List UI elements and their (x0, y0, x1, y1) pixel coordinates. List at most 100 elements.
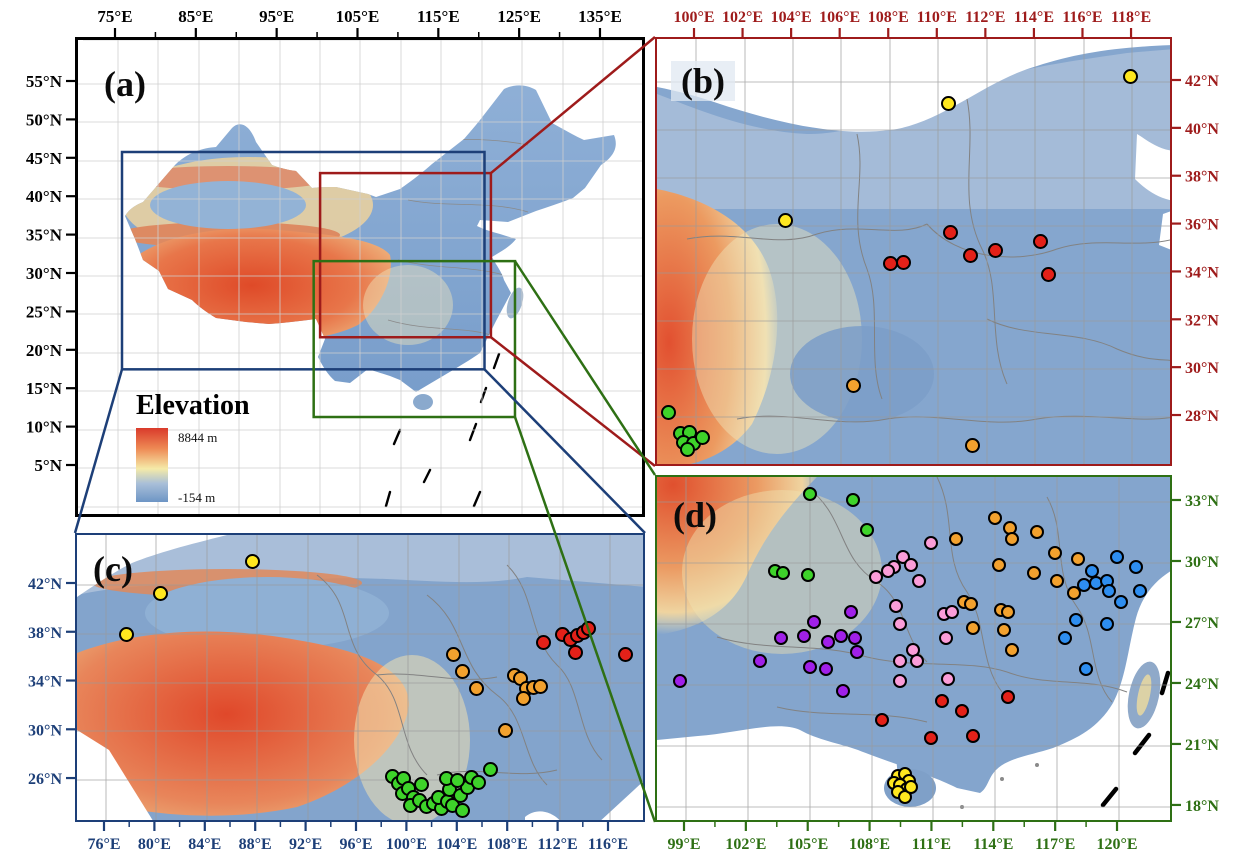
sample-point-orange (949, 531, 964, 546)
sample-point-purple (753, 653, 768, 668)
axis-tick-label: 40°N (26, 187, 63, 206)
sample-point-orange (1004, 531, 1019, 546)
sample-point-green (482, 761, 498, 777)
axis-tick-label: 100°E (673, 9, 714, 26)
axis-tick-label: 111°E (912, 836, 951, 853)
axis-tick-label: 28°N (1185, 408, 1219, 425)
sample-point-green (413, 777, 429, 793)
sample-point-red (943, 225, 959, 241)
sample-point-yellow (1123, 68, 1139, 84)
axis-tick-label: 36°N (1185, 217, 1219, 234)
axis-tick-label: 104°E (771, 9, 812, 26)
sample-point-purple (850, 645, 865, 660)
sample-point-green (455, 803, 471, 818)
nine-dash-line-segments (1100, 670, 1170, 808)
sample-point-pink (938, 631, 953, 646)
axis-tick-label: 30°N (26, 264, 63, 283)
panel-b-graticule (657, 39, 1170, 464)
sample-point-pink (889, 598, 904, 613)
sample-point-purple (848, 631, 863, 646)
sample-point-blue (1132, 584, 1147, 599)
axis-tick-label: 24°N (1185, 676, 1219, 693)
axis-tick-label: 25°N (26, 302, 63, 321)
sample-point-purple (819, 661, 834, 676)
sample-point-blue (1058, 631, 1073, 646)
sample-point-orange (965, 621, 980, 636)
sample-point-pink (944, 604, 959, 619)
sample-point-red (934, 694, 949, 709)
axis-tick-label: 95°E (259, 7, 294, 26)
axis-tick-label: 120°E (1096, 836, 1137, 853)
axis-tick-label: 34°N (1185, 264, 1219, 281)
sample-point-red (568, 644, 584, 660)
sample-point-red (535, 634, 551, 650)
axis-tick-label: 45°N (26, 149, 63, 168)
sample-point-purple (796, 629, 811, 644)
legend-max-label: 8844 m (178, 430, 218, 445)
axis-tick-label: 125°E (497, 7, 541, 26)
axis-tick-label: 34°N (28, 674, 62, 691)
sample-point-green (660, 404, 676, 420)
sample-point-green (775, 566, 790, 581)
sample-point-red (1040, 267, 1056, 283)
sample-point-blue (1099, 616, 1114, 631)
panel-b-label: (b) (671, 61, 735, 101)
sample-point-orange (446, 646, 462, 662)
axis-tick-label: 26°N (28, 771, 62, 788)
sample-point-orange (515, 690, 531, 706)
axis-tick-label: 35°N (26, 226, 63, 245)
sample-point-pink (893, 653, 908, 668)
axis-tick-label: 21°N (1185, 737, 1219, 754)
axis-tick-label: 102°E (725, 836, 766, 853)
axis-tick-label: 18°N (1185, 798, 1219, 815)
legend-min-label: -154 m (178, 490, 216, 505)
sample-point-purple (833, 629, 848, 644)
axis-tick-label: 30°N (28, 722, 62, 739)
sample-point-pink (881, 564, 896, 579)
sample-point-orange (1000, 604, 1015, 619)
sample-point-pink (868, 570, 883, 585)
elevation-colorbar (136, 428, 168, 502)
sample-point-orange (988, 511, 1003, 526)
sample-point-blue (1068, 612, 1083, 627)
axis-tick-label: 30°N (1185, 554, 1219, 571)
sample-point-yellow (941, 96, 956, 112)
axis-tick-label: 108°E (487, 836, 528, 853)
sample-point-orange (1029, 525, 1044, 540)
panel-b-province-borders (686, 98, 1170, 423)
sample-point-purple (835, 684, 850, 699)
panel-d-south-inset-map: (d) (655, 475, 1172, 822)
sample-point-pink (903, 558, 918, 573)
axis-tick-label: 116°E (1062, 9, 1102, 26)
axis-tick-label: 88°E (239, 836, 272, 853)
axis-tick-label: 38°N (1185, 169, 1219, 186)
sample-point-blue (1128, 560, 1143, 575)
sample-point-red (874, 712, 889, 727)
sample-point-green (802, 486, 817, 501)
axis-tick-label: 108°E (849, 836, 890, 853)
axis-tick-label: 5°N (34, 456, 62, 475)
axis-tick-label: 106°E (819, 9, 860, 26)
sample-point-red (924, 730, 939, 745)
axis-tick-label: 10°N (26, 418, 63, 437)
sample-point-orange (455, 664, 471, 680)
sample-point-green (694, 429, 710, 445)
sample-point-blue (1109, 549, 1124, 564)
sample-point-orange (992, 558, 1007, 573)
sample-point-red (617, 646, 633, 662)
axis-tick-label: 27°N (1185, 615, 1219, 632)
sample-point-blue (1079, 661, 1094, 676)
sample-point-orange (1004, 643, 1019, 658)
sample-point-orange (1050, 574, 1065, 589)
sample-point-purple (802, 659, 817, 674)
axis-tick-label: 15°N (26, 379, 63, 398)
sample-point-purple (821, 635, 836, 650)
sample-point-red (1000, 690, 1015, 705)
axis-tick-label: 50°N (26, 110, 63, 129)
axis-tick-label: 96°E (339, 836, 372, 853)
sample-point-purple (843, 604, 858, 619)
axis-tick-label: 40°N (1185, 121, 1219, 138)
sample-point-yellow (903, 779, 918, 794)
axis-tick-label: 100°E (386, 836, 427, 853)
